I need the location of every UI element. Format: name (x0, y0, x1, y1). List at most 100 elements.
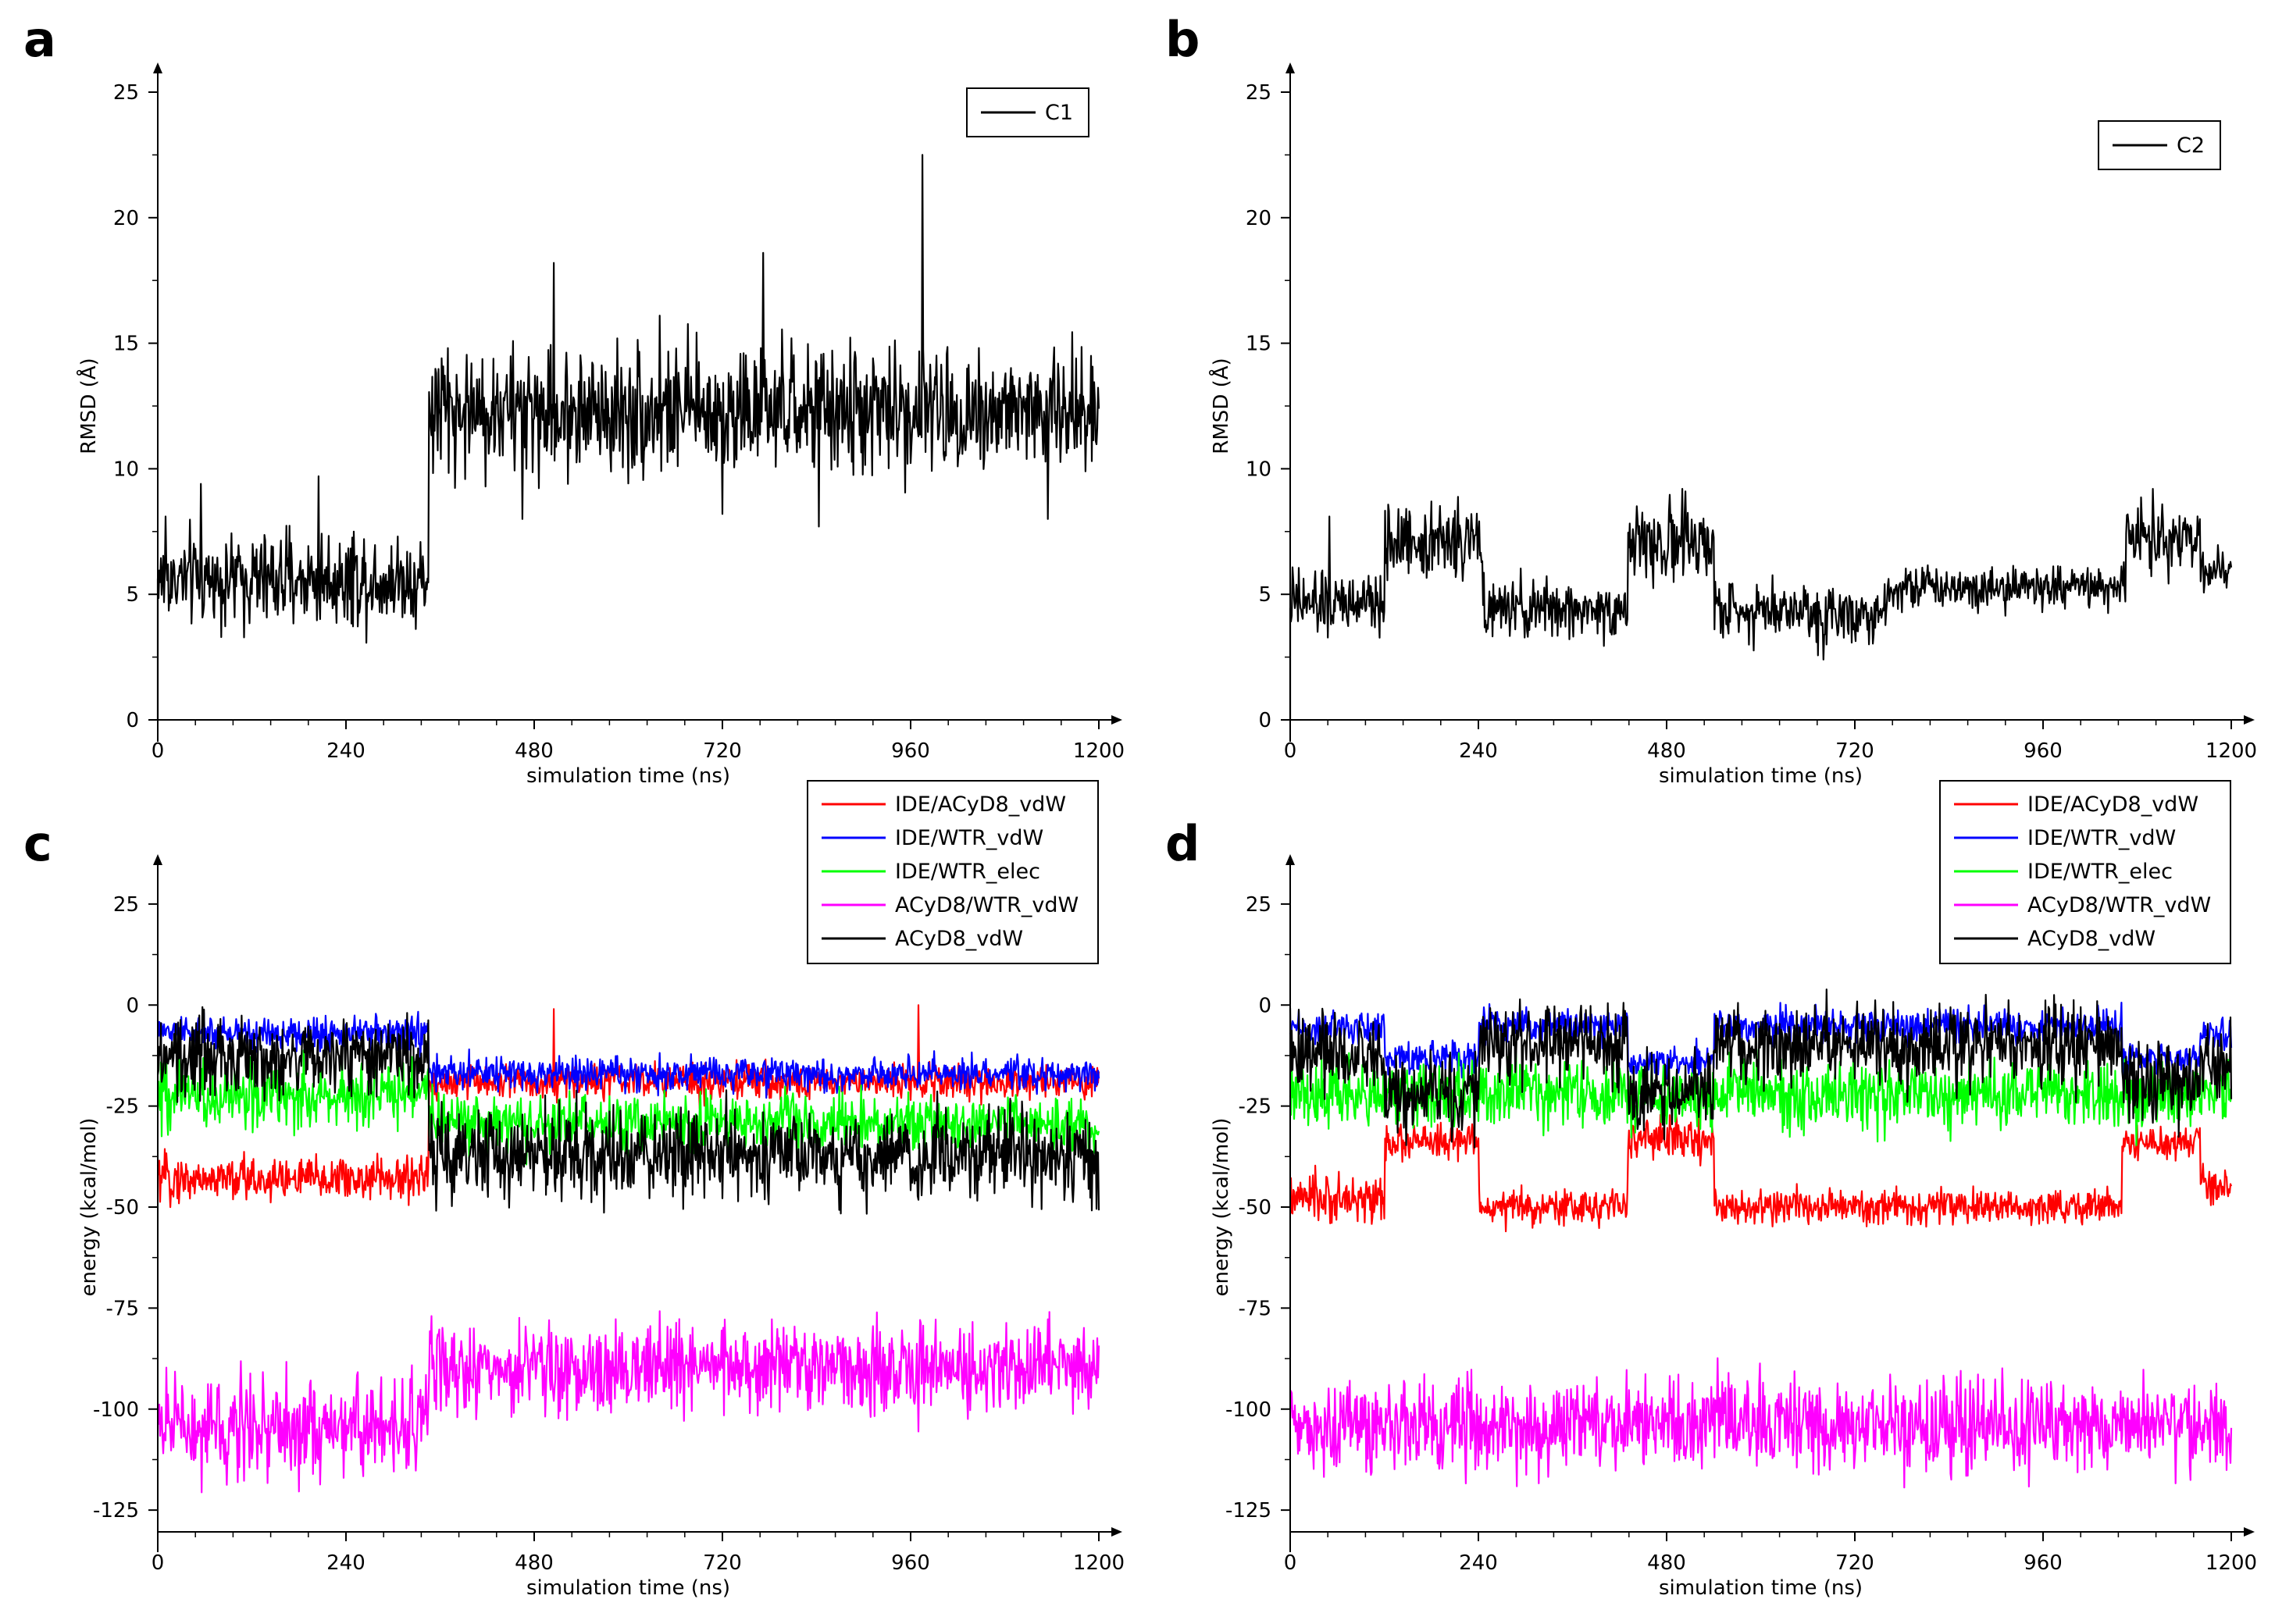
y-tick-label: -25 (106, 1095, 139, 1119)
chart-panel-c: 0 240 480 720 960 1200 -125 -100 -75 -50 -25 0 25 sim… (77, 780, 1125, 1600)
y-axis-label: RMSD (Å) (76, 358, 101, 454)
y-tick-label: -50 (106, 1196, 139, 1220)
legend-label: C2 (2177, 134, 2205, 158)
x-tick-label: 720 (703, 739, 742, 763)
chart-panel-a: 0 240 480 720 960 1200 0 5 10 15 20 25 simulation ti… (76, 62, 1125, 788)
x-tick-label: 960 (2024, 739, 2063, 763)
series-line-ide-wtr-elec (1289, 1049, 2233, 1146)
series-line-c1 (156, 154, 1100, 720)
legend-label: ACyD8/WTR_vdW (895, 893, 1079, 917)
x-tick-label: 240 (326, 1551, 365, 1575)
x-tick-label: 0 (1284, 739, 1297, 763)
y-tick-label: 10 (113, 458, 139, 481)
x-tick-label: 720 (703, 1551, 742, 1575)
series-line-ide-wtr-vdw (156, 1010, 1100, 1099)
series-line-ide-acyd8-vdw (1289, 1110, 2233, 1233)
x-tick-label: 480 (515, 739, 554, 763)
x-tick-label: 1200 (1073, 1551, 1125, 1575)
legend: IDE/ACyD8_vdW IDE/WTR_vdW IDE/WTR_elec ACyD… (807, 780, 1099, 964)
panel-letter-d: d (1165, 815, 1200, 872)
y-axis-arrow (153, 62, 162, 73)
x-tick-label: 1200 (1073, 739, 1125, 763)
y-tick-label: 5 (1258, 583, 1271, 607)
legend-label: ACyD8_vdW (2027, 927, 2156, 951)
x-axis-label: simulation time (ns) (526, 764, 730, 788)
x-tick-label: 480 (1647, 1551, 1686, 1575)
x-axis-arrow (1111, 1527, 1122, 1537)
y-tick-label: 20 (1246, 207, 1271, 230)
y-tick-label: -125 (93, 1499, 139, 1522)
panel-letter-c: c (23, 815, 52, 872)
legend-label: IDE/WTR_vdW (2027, 826, 2176, 850)
y-tick-label: 20 (113, 207, 139, 230)
y-tick-label: 15 (1246, 333, 1271, 356)
y-tick-label: -50 (1239, 1196, 1271, 1220)
y-tick-label: -100 (1225, 1398, 1271, 1422)
x-tick-label: 240 (1459, 739, 1498, 763)
y-axis-arrow (1285, 854, 1295, 865)
y-tick-label: -75 (106, 1297, 139, 1320)
x-axis-arrow (2244, 1527, 2255, 1537)
y-tick-label: 25 (113, 81, 139, 105)
legend-label: IDE/ACyD8_vdW (2027, 792, 2198, 817)
panel-letter-b: b (1165, 11, 1200, 68)
series-line-acyd8-vdw (156, 1006, 1100, 1215)
y-tick-label: 15 (113, 333, 139, 356)
x-tick-label: 960 (891, 1551, 930, 1575)
y-tick-label: 25 (113, 893, 139, 917)
x-axis-label: simulation time (ns) (1659, 764, 1863, 788)
y-tick-label: 0 (1258, 709, 1271, 732)
x-axis-label: simulation time (ns) (526, 1576, 730, 1600)
legend-label: IDE/WTR_elec (895, 860, 1040, 884)
y-axis-arrow (153, 854, 162, 865)
x-axis-arrow (1111, 715, 1122, 725)
x-tick-label: 960 (2024, 1551, 2063, 1575)
y-axis-label: energy (kcal/mol) (1210, 1118, 1233, 1297)
legend-label: ACyD8_vdW (895, 927, 1023, 951)
x-tick-label: 240 (326, 739, 365, 763)
x-tick-label: 0 (1284, 1551, 1297, 1575)
legend-label: IDE/ACyD8_vdW (895, 792, 1066, 817)
x-tick-label: 720 (1835, 739, 1874, 763)
panel-letter-a: a (23, 11, 56, 68)
y-tick-label: 25 (1246, 81, 1271, 105)
x-tick-label: 480 (515, 1551, 554, 1575)
x-tick-label: 1200 (2205, 739, 2257, 763)
series-line-acyd8-wtr-vdw (156, 1310, 1100, 1494)
y-axis-label: RMSD (Å) (1208, 358, 1233, 454)
legend: IDE/ACyD8_vdW IDE/WTR_vdW IDE/WTR_elec ACyD… (1939, 780, 2231, 964)
x-axis-label: simulation time (ns) (1659, 1576, 1863, 1600)
x-tick-label: 0 (152, 1551, 165, 1575)
legend-label: IDE/WTR_vdW (895, 826, 1043, 850)
series-line-c2 (1289, 488, 2233, 720)
y-tick-label: -25 (1239, 1095, 1271, 1119)
y-tick-label: -75 (1239, 1297, 1271, 1320)
x-tick-label: 240 (1459, 1551, 1498, 1575)
y-tick-label: 0 (1258, 994, 1271, 1017)
x-axis-arrow (2244, 715, 2255, 725)
x-tick-label: 480 (1647, 739, 1686, 763)
chart-panel-d: 0 240 480 720 960 1200 -125 -100 -75 -50 -25 0 25 sim… (1210, 780, 2257, 1600)
y-tick-label: 0 (126, 709, 139, 732)
y-tick-label: -100 (93, 1398, 139, 1422)
y-axis-arrow (1285, 62, 1295, 73)
legend-label: C1 (1045, 101, 1073, 125)
y-tick-label: -125 (1225, 1499, 1271, 1522)
y-tick-label: 5 (126, 583, 139, 607)
y-tick-label: 10 (1246, 458, 1271, 481)
series-line-acyd8-vdw (1289, 988, 2233, 1149)
legend: C1 (966, 87, 1089, 137)
x-tick-label: 960 (891, 739, 930, 763)
chart-panel-b: 0 240 480 720 960 1200 0 5 10 15 20 25 simulation ti… (1208, 62, 2257, 788)
legend-label: IDE/WTR_elec (2027, 860, 2173, 884)
legend: C2 (2098, 120, 2221, 170)
x-tick-label: 720 (1835, 1551, 1874, 1575)
y-axis-label: energy (kcal/mol) (77, 1118, 101, 1297)
legend-label: ACyD8/WTR_vdW (2027, 893, 2211, 917)
x-tick-label: 1200 (2205, 1551, 2257, 1575)
series-line-acyd8-wtr-vdw (1289, 1357, 2233, 1489)
y-tick-label: 0 (126, 994, 139, 1017)
x-tick-label: 0 (152, 739, 165, 763)
y-tick-label: 25 (1246, 893, 1271, 917)
